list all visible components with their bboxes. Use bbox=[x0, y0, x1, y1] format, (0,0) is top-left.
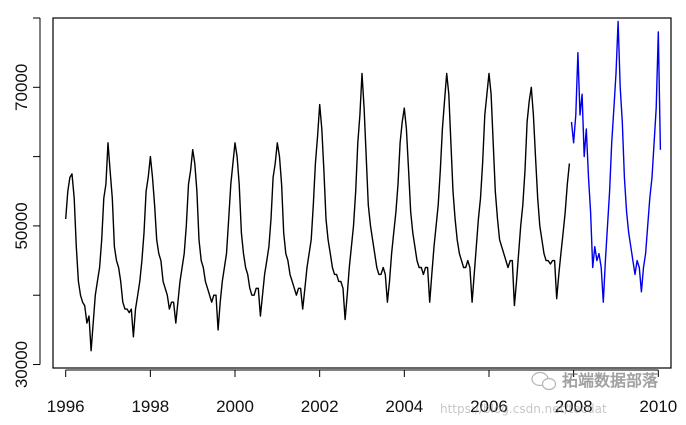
x-tick-label: 1996 bbox=[47, 397, 85, 416]
series-line-2 bbox=[570, 20, 662, 303]
y-tick-label: 70000 bbox=[12, 64, 31, 111]
plot-frame bbox=[52, 17, 672, 369]
x-tick-label: 2008 bbox=[555, 397, 593, 416]
series-group bbox=[65, 20, 662, 352]
x-tick-label: 2000 bbox=[216, 397, 254, 416]
x-axis: 1996 1998 2000 2002 2004 2006 2008 2010 bbox=[47, 369, 677, 416]
x-tick-label: 2004 bbox=[385, 397, 423, 416]
x-tick-label: 1998 bbox=[131, 397, 169, 416]
x-tick-label: 2006 bbox=[470, 397, 508, 416]
watermark: 拓端数据部落 https://blog.csdn.net/tecdat bbox=[440, 371, 659, 416]
x-tick-label: 2002 bbox=[301, 397, 339, 416]
watermark-handle: 拓端数据部落 bbox=[562, 371, 659, 390]
wechat-icon bbox=[531, 371, 557, 391]
y-tick-label: 50000 bbox=[12, 202, 31, 249]
series-line-1 bbox=[65, 72, 571, 352]
watermark-url: https://blog.csdn.net/tecdat bbox=[440, 402, 607, 416]
y-axis: 30000 50000 70000 bbox=[12, 17, 41, 388]
x-tick-label: 2010 bbox=[639, 397, 677, 416]
y-tick-label: 30000 bbox=[12, 341, 31, 388]
